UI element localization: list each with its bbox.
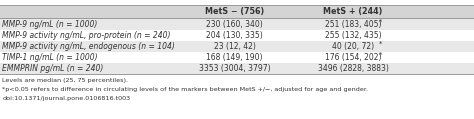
Text: 204 (130, 335): 204 (130, 335) <box>206 31 263 40</box>
Text: *p<0.05 refers to difference in circulating levels of the markers between MetS +: *p<0.05 refers to difference in circulat… <box>2 87 368 92</box>
Bar <box>0 41 474 52</box>
Bar <box>0 5 474 18</box>
Bar <box>0 63 474 74</box>
Text: 3496 (2828, 3883): 3496 (2828, 3883) <box>318 64 389 73</box>
Text: EMMPRIN pg/mL (n = 240): EMMPRIN pg/mL (n = 240) <box>2 64 104 73</box>
Text: 168 (149, 190): 168 (149, 190) <box>206 53 263 62</box>
Text: *: * <box>379 52 383 58</box>
Text: 23 (12, 42): 23 (12, 42) <box>214 42 255 51</box>
Text: *: * <box>379 19 383 25</box>
Text: 251 (183, 405): 251 (183, 405) <box>325 20 382 29</box>
Text: MetS + (244): MetS + (244) <box>323 7 383 16</box>
Text: MMP-9 activity ng/mL, endogenous (n = 104): MMP-9 activity ng/mL, endogenous (n = 10… <box>2 42 175 51</box>
Text: MMP-9 ng/mL (n = 1000): MMP-9 ng/mL (n = 1000) <box>2 20 98 29</box>
Text: 40 (20, 72): 40 (20, 72) <box>332 42 374 51</box>
Text: *: * <box>379 41 383 47</box>
Bar <box>0 30 474 41</box>
Text: MMP-9 activity ng/mL, pro-protein (n = 240): MMP-9 activity ng/mL, pro-protein (n = 2… <box>2 31 171 40</box>
Text: 3353 (3004, 3797): 3353 (3004, 3797) <box>199 64 271 73</box>
Text: MetS − (756): MetS − (756) <box>205 7 264 16</box>
Text: TIMP-1 ng/mL (n = 1000): TIMP-1 ng/mL (n = 1000) <box>2 53 98 62</box>
Text: Levels are median (25, 75 percentiles).: Levels are median (25, 75 percentiles). <box>2 78 128 83</box>
Bar <box>0 52 474 63</box>
Text: 176 (154, 202): 176 (154, 202) <box>325 53 382 62</box>
Bar <box>0 18 474 30</box>
Text: doi:10.1371/journal.pone.0106816.t003: doi:10.1371/journal.pone.0106816.t003 <box>2 96 130 101</box>
Text: 230 (160, 340): 230 (160, 340) <box>206 20 263 29</box>
Text: 255 (132, 435): 255 (132, 435) <box>325 31 382 40</box>
